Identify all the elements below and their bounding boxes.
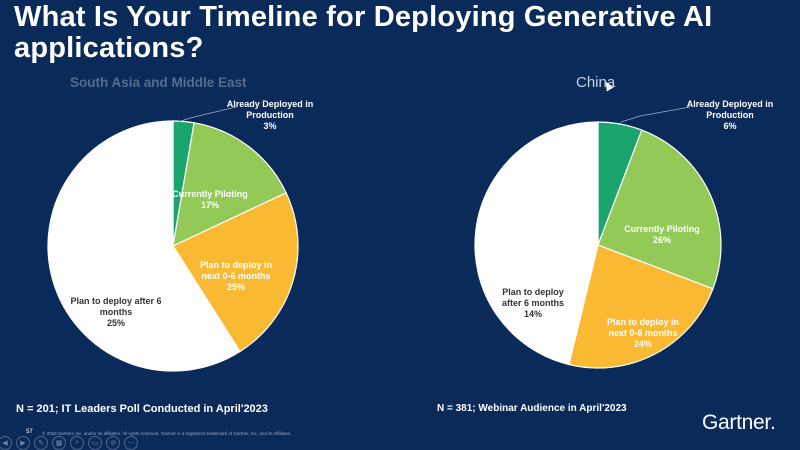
brand-name: Gartner [702, 411, 770, 434]
footnote-left: N = 201; IT Leaders Poll Conducted in Ap… [16, 403, 268, 415]
callout-label: Already Deployed in Production [686, 99, 774, 120]
chart-title-south-asia: South Asia and Middle East [70, 75, 247, 90]
leader-line [177, 106, 237, 123]
slice-label: Plan to deploy after 6 months 14% [502, 287, 564, 319]
brand-dot: . [769, 411, 776, 434]
see-all-slides-icon: ▦ [55, 440, 63, 447]
pie-chart-south-asia: Currently Piloting 17% Plan to deploy in ne… [47, 106, 299, 372]
slice-value: 17% [201, 200, 219, 210]
callout-right-deployed: Already Deployed in Production 6% [680, 99, 780, 132]
slice-label-line: next 0-6 months [608, 328, 677, 338]
callout-value: 3% [263, 121, 277, 131]
pie-chart-china: Currently Piloting 26% Plan to deploy in ne… [474, 106, 722, 369]
slice-label: Currently Piloting 17% [172, 189, 248, 210]
slice-label: Plan to deploy in next 0-6 months 24% [607, 317, 679, 349]
slice-label-line: next 0-6 months [201, 271, 270, 281]
copyright-text: © 2023 Gartner, Inc. and/or its affiliat… [42, 431, 292, 436]
slice-label-line: after 6 months [502, 298, 564, 308]
slice-label-line: Plan to deploy after 6 [70, 296, 161, 306]
zoom-icon: ⌕ [75, 439, 79, 446]
slice-value: 24% [634, 339, 652, 349]
callout-label: Already Deployed in Production [226, 99, 314, 120]
pie-slice-currently-piloting [172, 122, 287, 248]
more-icon: ⋯ [127, 440, 135, 447]
chart-title-china: China [576, 74, 616, 91]
slice-value: 25% [227, 282, 245, 292]
pie-slice-plan-to-deploy-after-6-months [47, 120, 241, 372]
page-number: 57 [26, 429, 33, 435]
slice-label: Currently Piloting 26% [624, 224, 700, 245]
slide-title: What Is Your Timeline for Deploying Gene… [14, 1, 713, 64]
slice-label: Plan to deploy after 6 months 25% [70, 296, 161, 328]
pie-slice-currently-piloting [597, 129, 722, 290]
next-icon: ▶ [20, 440, 26, 447]
subtitles-icon: ▭ [91, 440, 99, 447]
slice-label-line: Plan to deploy in [607, 317, 679, 327]
pie-slice-plan-to-deploy-after-6-months [474, 121, 599, 366]
pen-icon: ✎ [38, 440, 44, 447]
pie-slice-plan-to-deploy-in-next-0-6-months [172, 191, 299, 353]
slice-label-line: Currently Piloting [172, 189, 248, 199]
gartner-logo: Gartner. [702, 411, 776, 435]
slice-value: 26% [653, 235, 671, 245]
callout-value: 6% [723, 121, 737, 131]
pie-slice-plan-to-deploy-in-next-0-6-months [568, 244, 714, 369]
slice-value: 14% [524, 309, 542, 319]
slice-label-line: Plan to deploy [502, 287, 564, 297]
slice-label-line: Plan to deploy in [200, 260, 272, 270]
footnote-right: N = 381; Webinar Audience in April'2023 [437, 403, 627, 414]
slice-label-line: Currently Piloting [624, 224, 700, 234]
slice-label: Plan to deploy in next 0-6 months 25% [200, 260, 272, 292]
slice-value: 25% [107, 318, 125, 328]
pointer-options-icon: ⊘ [110, 440, 116, 447]
callout-left-deployed: Already Deployed in Production 3% [222, 99, 318, 132]
leader-line [620, 106, 691, 123]
slice-label-line: months [100, 307, 133, 317]
previous-icon: ◀ [2, 440, 8, 447]
